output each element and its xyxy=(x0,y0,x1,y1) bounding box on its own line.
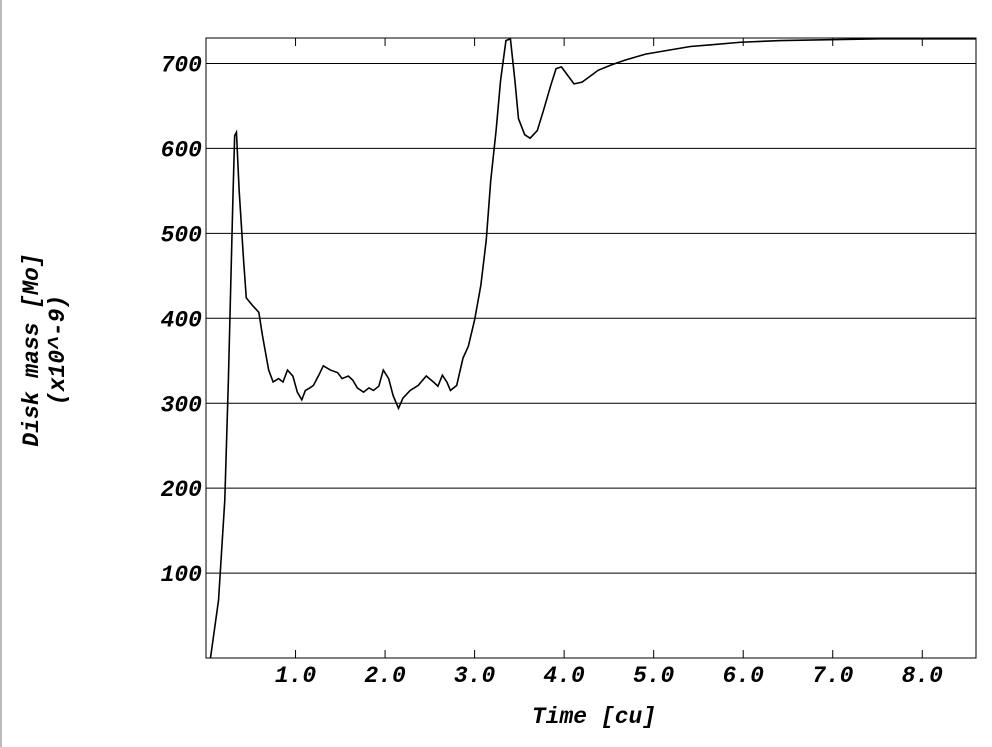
y-tick-label: 500 xyxy=(161,222,203,248)
y-tick-label: 700 xyxy=(161,53,203,79)
y-axis-label: Disk mass [Mo] xyxy=(19,253,45,446)
x-tick-label: 4.0 xyxy=(543,663,585,689)
x-tick-label: 1.0 xyxy=(275,663,317,689)
x-axis-label: Time [cu] xyxy=(532,704,656,730)
y-axis-label: (x10^-9) xyxy=(45,295,71,405)
x-tick-label: 6.0 xyxy=(722,663,764,689)
x-tick-label: 5.0 xyxy=(633,663,675,689)
y-tick-label: 300 xyxy=(161,392,203,418)
x-tick-label: 2.0 xyxy=(364,663,406,689)
y-tick-label: 400 xyxy=(161,307,203,333)
data-line xyxy=(209,37,976,659)
x-tick-label: 8.0 xyxy=(902,663,944,689)
y-tick-label: 100 xyxy=(161,562,203,588)
plot-frame xyxy=(205,37,977,659)
y-tick-label: 200 xyxy=(161,477,203,503)
x-tick-label: 3.0 xyxy=(454,663,496,689)
y-tick-label: 600 xyxy=(161,137,203,163)
x-tick-label: 7.0 xyxy=(812,663,854,689)
